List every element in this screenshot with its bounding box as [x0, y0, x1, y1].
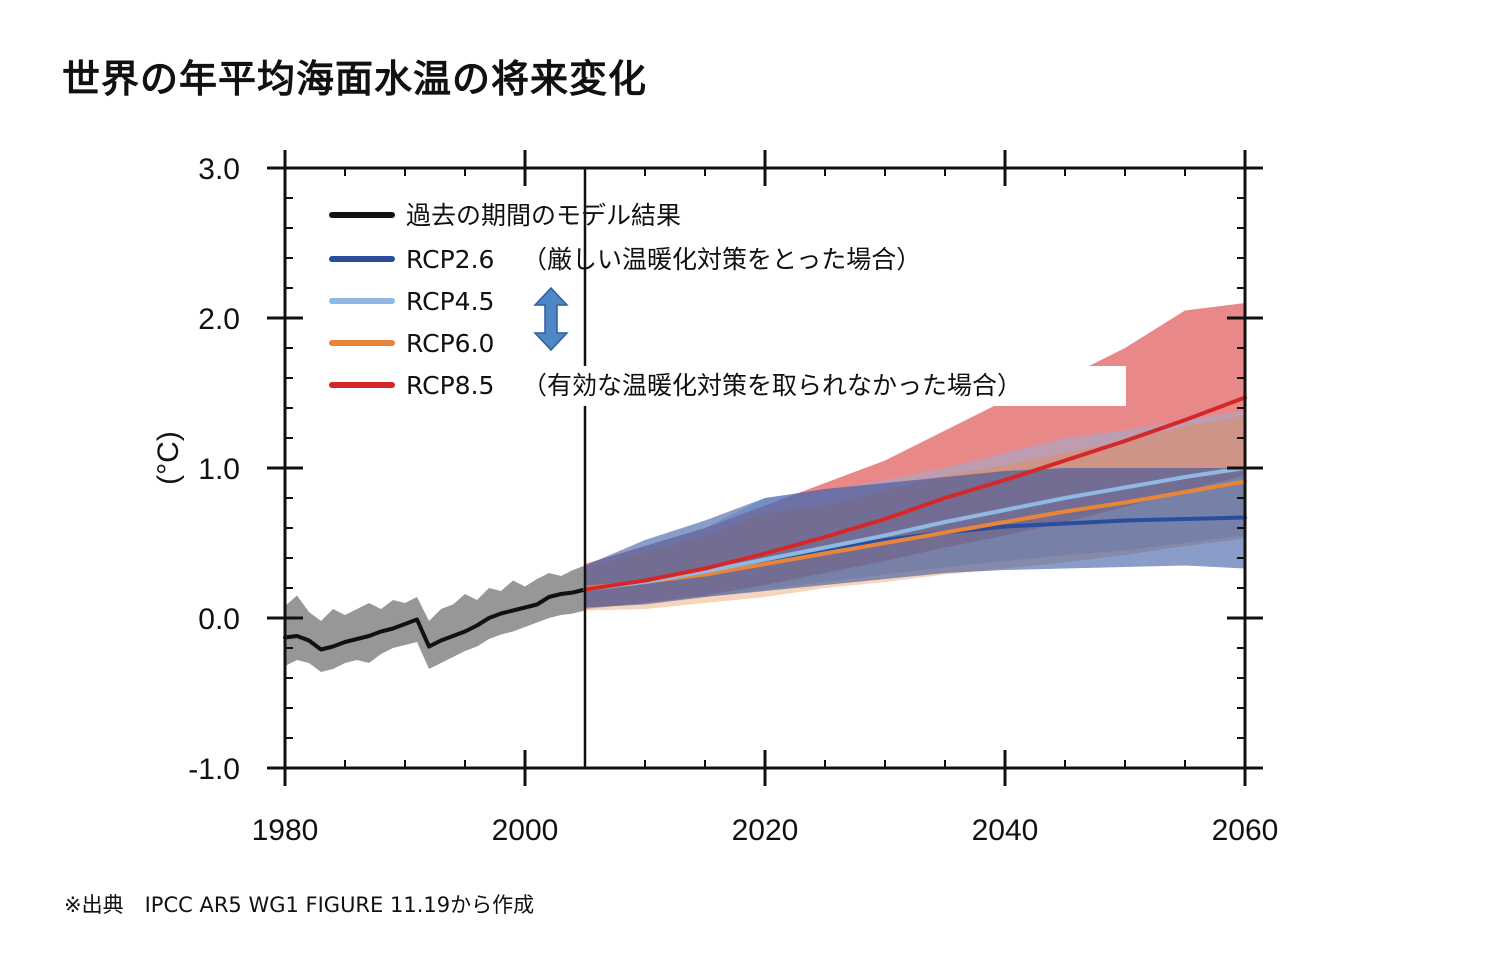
y-axis-label: (°C) — [152, 431, 185, 485]
x-tick-label: 2040 — [972, 814, 1039, 847]
y-tick-label: 2.0 — [198, 303, 240, 336]
y-tick-label: 0.0 — [198, 603, 240, 636]
band-historical — [285, 565, 585, 672]
y-tick-label: 3.0 — [198, 153, 240, 186]
series-lines — [283, 395, 1247, 652]
axis-ticks — [267, 150, 1263, 786]
legend-note-rcp85: （有効な温暖化対策を取られなかった場合） — [522, 371, 1022, 400]
line-historical — [283, 587, 587, 652]
chart-title: 世界の年平均海面水温の将来変化 — [62, 57, 648, 101]
line-rcp60 — [583, 479, 1247, 590]
y-tick-label: 1.0 — [198, 453, 240, 486]
legend-label-rcp45: RCP4.5 — [406, 287, 494, 316]
uncertainty-bands — [285, 303, 1245, 672]
legend-label-rcp85: RCP8.5 — [406, 371, 494, 400]
tick-labels: 1980 2000 2020 2040 2060 3.0 2.0 1.0 0.0 -1.0 (°C) — [152, 153, 1278, 847]
legend: 過去の期間のモデル結果 RCP2.6 （厳しい温暖化対策をとった場合） RCP4.5 R… — [329, 201, 1126, 406]
legend-label-historical: 過去の期間のモデル結果 — [406, 201, 681, 230]
legend-note-backdrop — [518, 366, 1126, 406]
x-tick-label: 1980 — [252, 814, 319, 847]
x-tick-label: 2060 — [1212, 814, 1279, 847]
line-rcp45 — [583, 466, 1247, 592]
x-tick-label: 2000 — [492, 814, 559, 847]
legend-note-rcp26: （厳しい温暖化対策をとった場合） — [522, 245, 921, 274]
double-arrow-icon — [533, 286, 569, 352]
line-rcp85 — [583, 395, 1247, 592]
y-tick-label: -1.0 — [188, 753, 240, 786]
legend-label-rcp60: RCP6.0 — [406, 329, 494, 358]
legend-label-rcp26: RCP2.6 — [406, 245, 494, 274]
source-note: ※出典 IPCC AR5 WG1 FIGURE 11.19から作成 — [64, 893, 535, 917]
x-tick-label: 2020 — [732, 814, 799, 847]
